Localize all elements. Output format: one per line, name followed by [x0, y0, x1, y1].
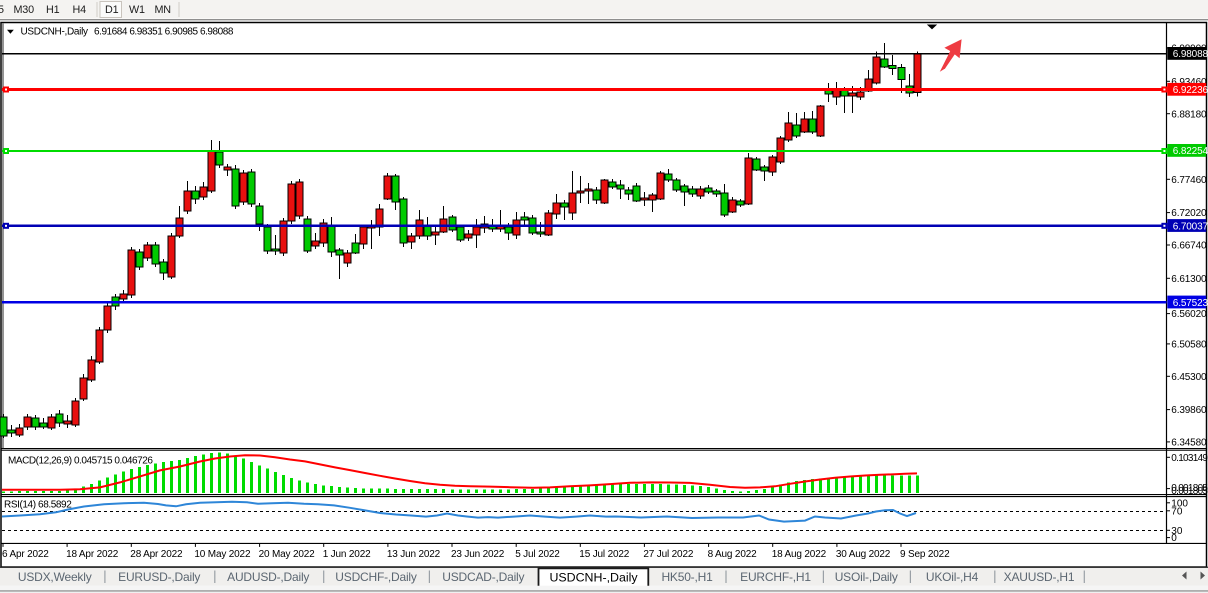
- svg-text:6.66740: 6.66740: [1171, 241, 1207, 252]
- svg-text:70: 70: [1171, 506, 1183, 517]
- svg-text:6.45300: 6.45300: [1171, 372, 1207, 383]
- svg-text:8 Aug 2022: 8 Aug 2022: [708, 549, 758, 560]
- svg-text:6.39860: 6.39860: [1171, 405, 1207, 416]
- svg-text:18 Apr 2022: 18 Apr 2022: [66, 549, 119, 560]
- svg-text:15 Jul 2022: 15 Jul 2022: [579, 549, 629, 560]
- svg-text:20 May 2022: 20 May 2022: [259, 549, 316, 560]
- svg-text:M30: M30: [14, 4, 35, 16]
- svg-text:1 Jun 2022: 1 Jun 2022: [323, 549, 371, 560]
- svg-text:6.91684 6.98351 6.90985 6.9808: 6.91684 6.98351 6.90985 6.98088: [94, 26, 234, 37]
- svg-text:0: 0: [1171, 533, 1177, 544]
- svg-text:6.61300: 6.61300: [1171, 274, 1207, 285]
- svg-text:28 Apr 2022: 28 Apr 2022: [130, 549, 183, 560]
- svg-text:13 Jun 2022: 13 Jun 2022: [387, 549, 441, 560]
- svg-text:100: 100: [1171, 498, 1188, 509]
- svg-text:5: 5: [0, 4, 4, 16]
- svg-text:EURCHF-,H1: EURCHF-,H1: [740, 570, 811, 584]
- svg-text:USDCNH-,Daily: USDCNH-,Daily: [549, 571, 638, 585]
- svg-text:6 Apr 2022: 6 Apr 2022: [2, 549, 49, 560]
- svg-text:RSI(14) 68.5892: RSI(14) 68.5892: [4, 499, 72, 510]
- svg-text:5 Jul 2022: 5 Jul 2022: [515, 549, 560, 560]
- svg-text:6.98088: 6.98088: [1173, 49, 1208, 60]
- svg-text:6.93460: 6.93460: [1171, 77, 1207, 88]
- svg-text:0.001805: 0.001805: [1171, 486, 1208, 497]
- svg-text:6.82254: 6.82254: [1173, 146, 1208, 157]
- svg-text:XAUUSD-,H1: XAUUSD-,H1: [1004, 570, 1075, 584]
- svg-text:6.50580: 6.50580: [1171, 340, 1207, 351]
- svg-text:6.92236: 6.92236: [1173, 85, 1208, 96]
- svg-text:H4: H4: [73, 4, 87, 16]
- svg-text:USDCHF-,Daily: USDCHF-,Daily: [335, 570, 417, 584]
- svg-text:6.57523: 6.57523: [1173, 298, 1208, 309]
- svg-text:MN: MN: [155, 4, 171, 16]
- svg-text:USDCNH-,Daily: USDCNH-,Daily: [21, 26, 89, 37]
- svg-text:6.88180: 6.88180: [1171, 109, 1207, 120]
- svg-text:W1: W1: [129, 4, 145, 16]
- svg-text:HK50-,H1: HK50-,H1: [661, 570, 713, 584]
- svg-text:USDX,Weekly: USDX,Weekly: [18, 570, 92, 584]
- svg-text:6.70037: 6.70037: [1173, 221, 1208, 232]
- svg-text:H1: H1: [46, 4, 60, 16]
- svg-text:18 Aug 2022: 18 Aug 2022: [772, 549, 827, 560]
- svg-text:27 Jul 2022: 27 Jul 2022: [643, 549, 693, 560]
- svg-text:9 Sep 2022: 9 Sep 2022: [900, 549, 950, 560]
- svg-text:USOil-,Daily: USOil-,Daily: [835, 570, 898, 584]
- svg-text:UKOil-,H4: UKOil-,H4: [926, 570, 979, 584]
- svg-text:MACD(12,26,9) 0.045715 0.04672: MACD(12,26,9) 0.045715 0.046726: [8, 455, 153, 466]
- svg-text:6.34580: 6.34580: [1171, 438, 1207, 449]
- svg-text:AUDUSD-,Daily: AUDUSD-,Daily: [227, 570, 309, 584]
- svg-text:23 Jun 2022: 23 Jun 2022: [451, 549, 505, 560]
- svg-text:6.72020: 6.72020: [1171, 208, 1207, 219]
- svg-text:0.103149: 0.103149: [1171, 453, 1208, 464]
- svg-text:30 Aug 2022: 30 Aug 2022: [836, 549, 891, 560]
- svg-text:USDCAD-,Daily: USDCAD-,Daily: [442, 570, 524, 584]
- svg-text:0.001805: 0.001805: [1171, 483, 1208, 494]
- svg-text:6.56020: 6.56020: [1171, 309, 1207, 320]
- svg-text:10 May 2022: 10 May 2022: [194, 549, 251, 560]
- svg-text:D1: D1: [105, 4, 119, 16]
- svg-text:30: 30: [1171, 526, 1183, 537]
- svg-text:6.77460: 6.77460: [1171, 175, 1207, 186]
- svg-text:EURUSD-,Daily: EURUSD-,Daily: [118, 570, 200, 584]
